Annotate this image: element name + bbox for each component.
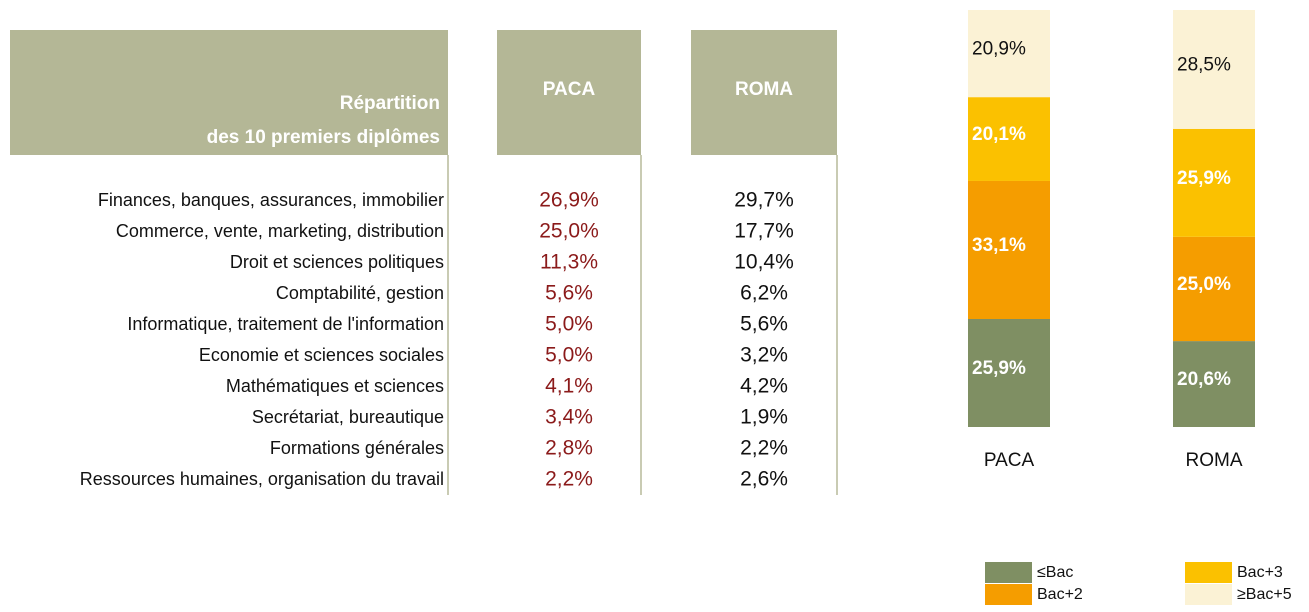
bar-segment (968, 318, 1050, 427)
row-label: Mathématiques et sciences (226, 376, 444, 396)
legend-label: ≥Bac+5 (1237, 586, 1292, 603)
header-title: des 10 premiers diplômes (207, 127, 440, 148)
cell: 5,0% (545, 313, 593, 336)
bar-segment (968, 10, 1050, 98)
data-label: 20,9% (972, 39, 1026, 60)
cell: 17,7% (734, 220, 794, 243)
legend-swatch (985, 562, 1032, 583)
data-label: 20,6% (1177, 369, 1231, 390)
data-label: 25,9% (972, 358, 1026, 379)
header-cell (691, 30, 837, 155)
bar-segment (1173, 128, 1255, 237)
bar-segment (1173, 236, 1255, 342)
data-label: 25,9% (1177, 168, 1231, 189)
row-label: Droit et sciences politiques (230, 252, 444, 272)
cell: 4,1% (545, 375, 593, 398)
cell: 25,0% (539, 220, 599, 243)
bar-segment (1173, 10, 1255, 129)
row-label: Formations générales (270, 438, 444, 458)
row-label: Economie et sciences sociales (199, 345, 444, 365)
cell: 2,8% (545, 437, 593, 460)
cell: 5,0% (545, 344, 593, 367)
row-label: Informatique, traitement de l'informatio… (127, 314, 444, 334)
legend-swatch (985, 584, 1032, 605)
legend-swatch (1185, 562, 1232, 583)
cell: 3,4% (545, 406, 593, 429)
cell: 5,6% (740, 313, 788, 336)
row-label: Comptabilité, gestion (276, 283, 444, 303)
cell: 29,7% (734, 189, 794, 212)
cell: 2,2% (545, 468, 593, 491)
legend-swatch (1185, 584, 1232, 605)
bar-segment (1173, 341, 1255, 427)
category-label: ROMA (1186, 450, 1243, 471)
cell: 4,2% (740, 375, 788, 398)
cell: 1,9% (740, 406, 788, 429)
cell: 10,4% (734, 251, 794, 274)
cell: 2,6% (740, 468, 788, 491)
row-label: Ressources humaines, organisation du tra… (80, 469, 444, 489)
bar-segment (968, 180, 1050, 319)
data-label: 25,0% (1177, 274, 1231, 295)
cell: 6,2% (740, 282, 788, 305)
cell: 2,2% (740, 437, 788, 460)
header-title: Répartition (340, 93, 440, 114)
cell: 3,2% (740, 344, 788, 367)
cell: 26,9% (539, 189, 599, 212)
data-label: 20,1% (972, 124, 1026, 145)
data-label: 28,5% (1177, 54, 1231, 75)
header-cell (10, 30, 448, 155)
cell: 5,6% (545, 282, 593, 305)
legend-label: Bac+3 (1237, 564, 1283, 581)
bar-segment (968, 97, 1050, 181)
row-label: Commerce, vente, marketing, distribution (116, 221, 444, 241)
column-header: ROMA (735, 79, 793, 100)
data-label: 33,1% (972, 235, 1026, 256)
category-label: PACA (984, 450, 1035, 471)
legend-label: ≤Bac (1037, 564, 1073, 581)
row-label: Finances, banques, assurances, immobilie… (98, 190, 444, 210)
column-header: PACA (543, 79, 596, 100)
legend-label: Bac+2 (1037, 586, 1083, 603)
cell: 11,3% (540, 251, 598, 274)
row-label: Secrétariat, bureautique (252, 407, 444, 427)
header-cell (497, 30, 641, 155)
